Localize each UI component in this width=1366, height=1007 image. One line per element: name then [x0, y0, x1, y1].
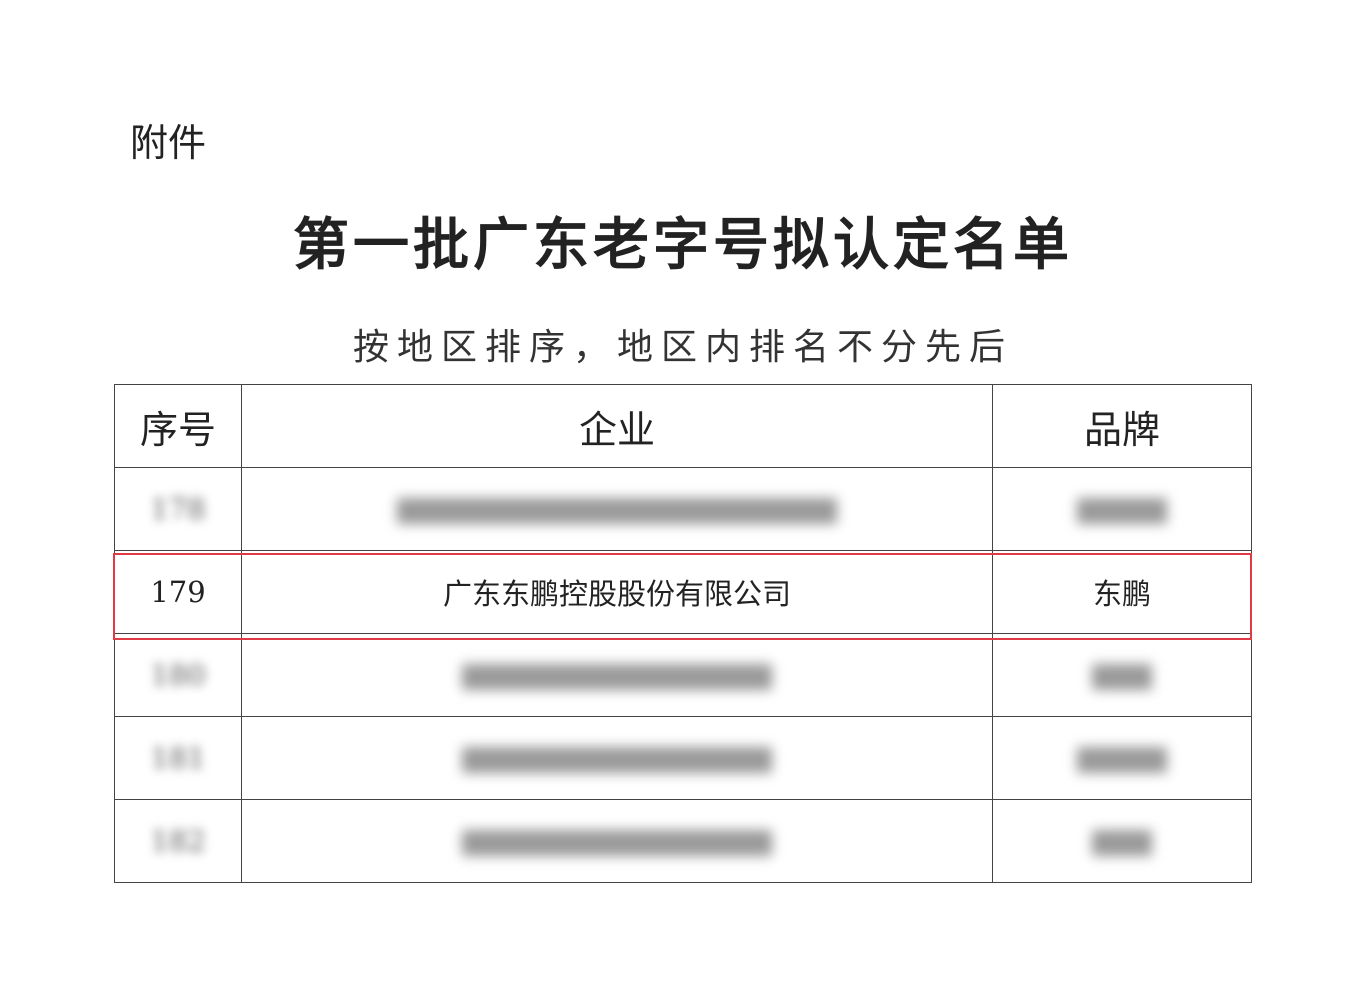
- attachment-label: 附件: [130, 121, 207, 165]
- table-header-row: 序号 企业 品牌: [114, 384, 1252, 468]
- table-row: 182: [114, 799, 1252, 883]
- blurred-brand: [1092, 664, 1152, 690]
- table-row: 180: [114, 633, 1252, 717]
- blurred-company: [462, 664, 772, 690]
- header-number: 序号: [114, 384, 242, 468]
- row-company: 广东东鹏控股股份有限公司: [241, 550, 993, 634]
- blurred-company: [462, 747, 772, 773]
- blurred-company: [462, 830, 772, 856]
- header-company: 企业: [241, 384, 993, 468]
- table-row-highlighted: 179 广东东鹏控股股份有限公司 东鹏: [114, 550, 1252, 634]
- row-number: 180: [150, 658, 206, 692]
- row-number: 182: [150, 824, 206, 858]
- row-number: 178: [150, 492, 206, 526]
- row-number: 179: [114, 550, 242, 634]
- blurred-brand: [1077, 747, 1167, 773]
- brand-list-table: 序号 企业 品牌 178 179 广东东鹏控股股份有限公司 东鹏 180 181…: [114, 384, 1252, 883]
- document-title: 第一批广东老字号拟认定名单: [293, 212, 1073, 278]
- document-subtitle: 按地区排序，地区内排名不分先后: [352, 327, 1013, 368]
- table-row: 181: [114, 716, 1252, 800]
- blurred-company: [397, 498, 837, 524]
- row-number: 181: [150, 741, 206, 775]
- table-row: 178: [114, 467, 1252, 551]
- header-brand: 品牌: [992, 384, 1252, 468]
- row-brand: 东鹏: [992, 550, 1252, 634]
- blurred-brand: [1077, 498, 1167, 524]
- blurred-brand: [1092, 830, 1152, 856]
